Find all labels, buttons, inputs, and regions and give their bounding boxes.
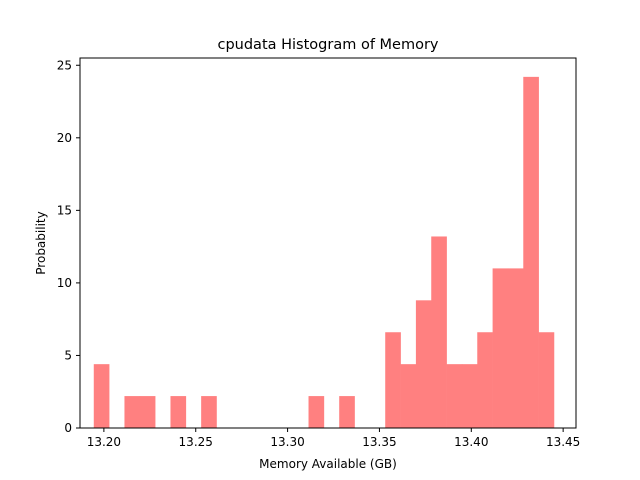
histogram-bar [523, 76, 539, 429]
histogram-bar [446, 364, 463, 428]
histogram-bar [507, 268, 524, 428]
x-tick-label: 13.20 [87, 435, 121, 449]
histogram-bar [477, 332, 493, 428]
y-axis-label: Probability [34, 211, 48, 274]
histogram-bar [400, 364, 417, 428]
y-ticks: 0 5 10 15 20 25 [57, 58, 80, 435]
histogram-bar [431, 236, 447, 428]
histogram-bar [124, 396, 141, 428]
histogram-bar [415, 300, 432, 428]
histogram-bar [93, 364, 110, 428]
histogram-bar [170, 396, 187, 428]
histogram-bar [492, 268, 509, 428]
y-tick-label: 0 [64, 421, 72, 435]
histogram-bar [308, 396, 325, 428]
y-tick-label: 10 [57, 276, 72, 290]
x-tick-label: 13.25 [179, 435, 213, 449]
axes-frame [79, 57, 577, 429]
x-tick-label: 13.30 [270, 435, 304, 449]
y-tick-label: 15 [57, 203, 72, 217]
x-tick-label: 13.45 [546, 435, 580, 449]
chart-title: cpudata Histogram of Memory [217, 37, 438, 53]
x-axis-label: Memory Available (GB) [259, 457, 397, 471]
histogram-bar [139, 396, 156, 428]
x-tick-label: 13.35 [362, 435, 396, 449]
histogram-bar [461, 364, 478, 428]
histogram-bar [339, 396, 355, 428]
x-ticks: 13.20 13.25 13.30 13.35 13.40 13.45 [87, 428, 580, 449]
bars-group [93, 76, 555, 429]
x-tick-label: 13.40 [454, 435, 488, 449]
histogram-bar [201, 396, 217, 428]
y-tick-label: 5 [64, 348, 72, 362]
histogram-bar [538, 332, 555, 428]
y-tick-label: 25 [57, 58, 72, 72]
y-tick-label: 20 [57, 131, 72, 145]
histogram-bar [385, 332, 401, 428]
